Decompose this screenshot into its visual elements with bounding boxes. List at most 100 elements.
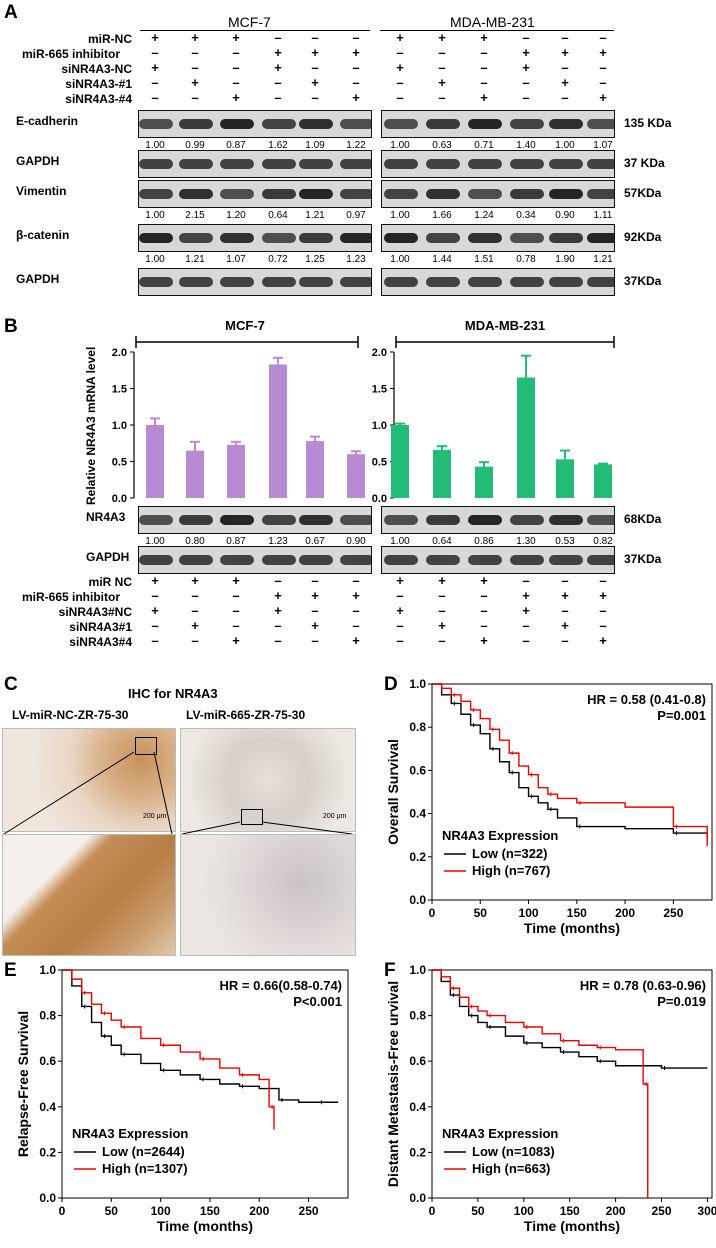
p-value: P=0.019 — [657, 994, 706, 1009]
condition-label: siNR4A3-#4 — [65, 92, 132, 106]
condition-sign: – — [480, 603, 488, 618]
blot-strip — [138, 268, 372, 296]
blot-band — [587, 555, 614, 565]
densitometry-value: 1.07 — [226, 254, 246, 265]
densitometry-value: 1.62 — [268, 140, 288, 151]
condition-sign: – — [561, 90, 569, 105]
condition-sign: + — [599, 633, 607, 648]
km-plot-overall-survival: 0.0 0.2 0.4 0.6 0.8 1.0 0 50 100 150 200 250 Time (m… — [385, 677, 713, 936]
blot-band — [262, 555, 296, 565]
cell-line-mda: MDA-MB-231 — [450, 14, 535, 30]
y-tick-label: 0.4 — [409, 807, 426, 821]
blot-band — [220, 555, 254, 565]
y-tick-label: 1.0 — [409, 677, 426, 691]
y-tick-label: 1.0 — [372, 420, 387, 432]
densitometry-value: 1.00 — [390, 536, 410, 547]
blot-band — [139, 189, 173, 199]
blot-strip — [138, 150, 372, 178]
condition-sign: – — [311, 90, 319, 105]
condition-sign: – — [396, 45, 404, 60]
condition-sign: – — [396, 75, 404, 90]
condition-sign: – — [151, 90, 159, 105]
densitometry-value: 0.63 — [432, 140, 452, 151]
condition-sign: – — [599, 573, 607, 588]
x-tick-label: 0 — [429, 1204, 436, 1218]
condition-label: siNR4A3#NC — [58, 605, 132, 619]
condition-sign: – — [232, 618, 240, 633]
blot-band — [510, 515, 544, 525]
blot-band — [384, 555, 418, 565]
molecular-weight-label: 37KDa — [624, 274, 662, 288]
condition-sign: + — [396, 30, 404, 45]
molecular-weight-label: 57KDa — [624, 186, 662, 200]
condition-sign: – — [311, 603, 319, 618]
condition-sign: + — [522, 60, 530, 75]
blot-band — [587, 233, 614, 243]
x-tick-label: 100 — [514, 1204, 534, 1218]
blot-band — [139, 119, 173, 129]
panel-b-ylabel: Relative NR4A3 mRNA level — [84, 346, 98, 505]
blot-band — [179, 159, 213, 169]
condition-sign: – — [151, 633, 159, 648]
condition-sign: + — [274, 603, 282, 618]
densitometry-value: 0.99 — [185, 140, 205, 151]
condition-sign: + — [396, 573, 404, 588]
y-tick-label: 0.8 — [39, 1009, 56, 1023]
densitometry-value: 1.21 — [593, 254, 613, 265]
condition-sign: – — [438, 603, 446, 618]
molecular-weight-label: 37KDa — [624, 552, 662, 566]
densitometry-value: 1.00 — [390, 254, 410, 265]
blot-strip — [381, 224, 615, 252]
ihc-title: IHC for NR4A3 — [128, 686, 218, 701]
condition-sign: + — [151, 603, 159, 618]
chart-title: MDA-MB-231 — [465, 320, 545, 333]
x-tick-label: 50 — [474, 906, 488, 920]
ihc-zoom-lines — [3, 751, 353, 835]
blot-band — [426, 277, 460, 287]
y-tick-label: 0.5 — [112, 457, 127, 469]
densitometry-value: 1.22 — [346, 140, 366, 151]
y-tick-label: 0.2 — [409, 850, 426, 864]
plot-frame — [61, 969, 349, 1199]
densitometry-value: 0.90 — [555, 210, 575, 221]
y-tick-label: 0.8 — [409, 720, 426, 734]
densitometry-value: 2.15 — [185, 210, 205, 221]
condition-sign: – — [522, 573, 530, 588]
bar — [475, 466, 493, 498]
blot-strip — [138, 180, 372, 208]
condition-sign: + — [599, 588, 607, 603]
blot-band — [299, 555, 333, 565]
blot-band — [220, 119, 254, 129]
condition-sign: – — [232, 588, 240, 603]
condition-sign: – — [232, 75, 240, 90]
densitometry-value: 1.23 — [268, 536, 288, 547]
condition-sign: + — [438, 573, 446, 588]
molecular-weight-label: 68KDa — [624, 512, 662, 526]
bar — [347, 454, 365, 498]
condition-sign: + — [480, 90, 488, 105]
blot-band — [426, 119, 460, 129]
mda-bar — [380, 30, 614, 31]
blot-band — [549, 515, 583, 525]
x-tick-label: 50 — [105, 1204, 119, 1218]
ihc-left-label: LV-miR-NC-ZR-75-30 — [12, 708, 129, 722]
blot-band — [549, 233, 583, 243]
y-tick-label: 0.0 — [39, 1191, 56, 1205]
condition-sign: – — [522, 90, 530, 105]
y-axis-label: Relapse-Free Survival — [15, 1011, 31, 1157]
blot-band — [299, 277, 333, 287]
blot-band — [426, 515, 460, 525]
x-tick-label: 200 — [249, 1204, 269, 1218]
condition-sign: + — [561, 588, 569, 603]
blot-band — [587, 159, 614, 169]
densitometry-value: 1.07 — [593, 140, 613, 151]
condition-sign: – — [274, 573, 282, 588]
x-tick-label: 200 — [615, 906, 635, 920]
condition-sign: – — [352, 618, 360, 633]
y-tick-label: 0.0 — [409, 893, 426, 907]
blot-band — [262, 189, 296, 199]
blot-band — [384, 277, 418, 287]
condition-sign: + — [561, 618, 569, 633]
blot-strip — [381, 546, 615, 574]
condition-sign: + — [191, 30, 199, 45]
